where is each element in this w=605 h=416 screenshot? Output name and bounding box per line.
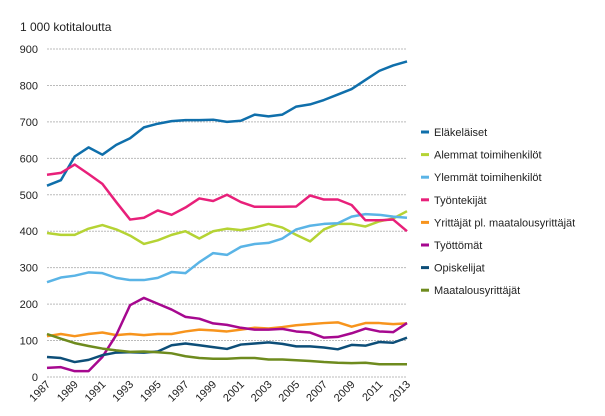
series-line-5 — [46, 296, 408, 373]
legend-label: Eläkeläiset — [434, 127, 487, 139]
x-tick-label: 1999 — [193, 379, 219, 405]
x-tick-label: 1995 — [138, 379, 164, 405]
series-line-1 — [46, 210, 408, 246]
x-tick-label: 2001 — [221, 379, 247, 405]
legend-label: Maatalousyrittäjät — [434, 285, 520, 297]
legend-label: Ylemmät toimihenkilöt — [434, 172, 542, 184]
y-tick-label: 400 — [20, 226, 38, 238]
y-tick-label: 200 — [20, 299, 38, 311]
x-tick-label: 1997 — [166, 379, 192, 405]
x-tick-label: 2013 — [387, 379, 413, 405]
series-line-6 — [46, 336, 408, 364]
y-axis-label: 1 000 kotitaloutta — [20, 20, 112, 34]
series-line-7 — [46, 332, 407, 366]
x-tick-label: 1991 — [83, 379, 109, 405]
y-tick-label: 900 — [20, 44, 38, 56]
y-tick-label: 600 — [20, 153, 38, 165]
series-line-0 — [46, 60, 408, 187]
x-tick-label: 2011 — [360, 379, 385, 404]
y-tick-label: 500 — [20, 190, 38, 202]
y-tick-label: 700 — [20, 117, 38, 129]
legend-label: Yrittäjät pl. maatalousyrittäjät — [434, 217, 575, 229]
y-tick-label: 800 — [20, 80, 38, 92]
series-line-4 — [46, 321, 408, 338]
legend-label: Alemmat toimihenkilöt — [434, 150, 542, 162]
legend-label: Opiskelijat — [434, 263, 485, 275]
legend-label: Työttömät — [434, 240, 482, 252]
x-tick-label: 2007 — [304, 379, 330, 405]
y-tick-label: 300 — [20, 263, 38, 275]
series-line-2 — [46, 212, 408, 284]
x-tick-label: 2009 — [332, 379, 358, 405]
x-tick-label: 1993 — [110, 379, 136, 405]
x-tick-label: 2003 — [249, 379, 275, 405]
legend-label: Työntekijät — [434, 195, 487, 207]
y-tick-label: 100 — [20, 336, 38, 348]
y-tick-label: 0 — [32, 372, 38, 384]
series-line-3 — [46, 163, 408, 233]
x-tick-label: 2005 — [277, 379, 303, 405]
x-tick-label: 1989 — [55, 379, 81, 405]
